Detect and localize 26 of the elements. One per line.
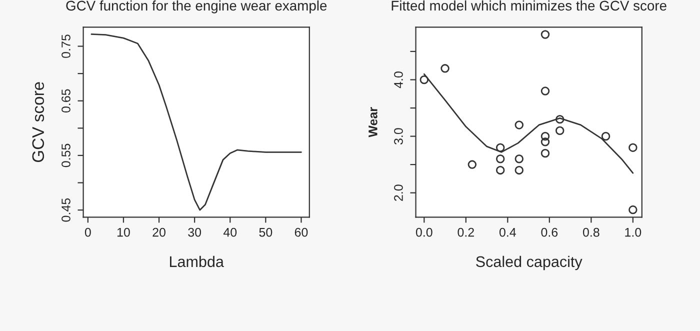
chart-title: GCV function for the engine wear example [66,0,327,14]
x-tick-label: 30 [188,228,202,237]
y-tick-label: 0.75 [62,34,70,58]
x-tick-label: 0.2 [458,228,474,237]
x-tick-label: 1.0 [625,228,642,237]
y-tick-label: 4.0 [394,72,403,88]
x-tick-label: 0 [84,228,91,237]
y-axis-title: Wear [368,107,378,138]
y-tick-label: 3.0 [394,128,403,144]
x-tick-label: 0.8 [582,228,600,237]
x-tick-label: 0.4 [499,228,516,237]
x-tick-label: 0.0 [416,228,432,237]
y-tick-label: 0.55 [62,144,70,168]
y-tick-label: 0.65 [62,89,70,113]
y-tick-label: 2.0 [394,184,403,201]
x-tick-label: 0.6 [541,228,558,237]
x-tick-label: 60 [294,228,308,237]
x-tick-label: 20 [152,228,166,237]
chart-title: Fitted model which minimizes the GCV score [392,0,666,11]
y-axis-title: GCV score [32,82,44,162]
x-tick-label: 10 [117,228,130,237]
x-tick-label: 40 [223,228,237,237]
y-tick-label: 0.45 [62,198,70,222]
x-tick-label: 50 [259,228,272,237]
x-axis-title: Scaled capacity [476,256,582,270]
x-axis-title: Lambda [170,256,224,268]
